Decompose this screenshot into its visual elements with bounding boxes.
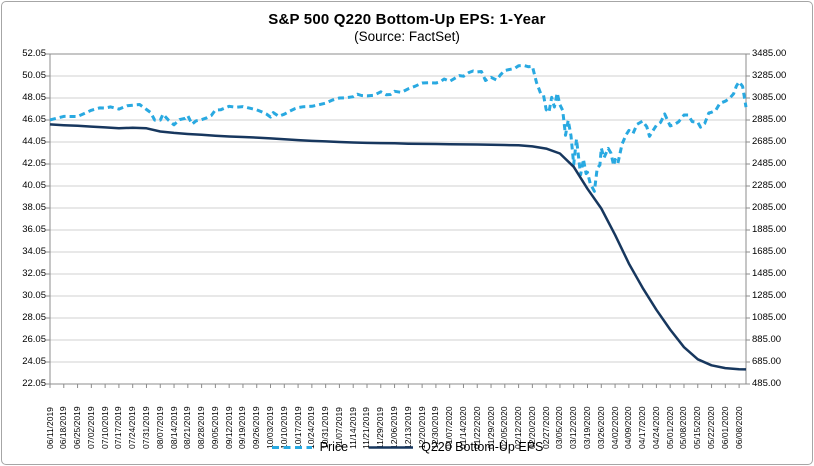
y-axis-label-left: 38.05 [22,202,46,213]
y-axis-label-left: 40.05 [22,180,46,191]
y-axis-label-left: 52.05 [22,48,46,59]
y-axis-label-right: 1685.00 [752,246,787,257]
y-axis-label-right: 685.00 [752,356,782,367]
plot-border [49,53,747,385]
y-axis-label-left: 30.05 [22,290,46,301]
eps-line [49,123,747,371]
legend-item-eps: Q220 Bottom-Up EPS [368,440,543,454]
y-axis-label-left: 50.05 [22,70,46,81]
y-axis-label-left: 26.05 [22,334,46,345]
y-axis-label-right: 3485.00 [752,48,787,59]
chart-subtitle: (Source: FactSet) [354,29,460,44]
y-axis-label-right: 3285.00 [752,70,787,81]
legend: Price Q220 Bottom-Up EPS [2,440,812,454]
y-axis-label-right: 2885.00 [752,114,787,125]
y-axis-label-right: 1085.00 [752,312,787,323]
y-axis-label-left: 42.05 [22,158,46,169]
y-axis-label-right: 2285.00 [752,180,787,191]
y-axis-label-right: 2685.00 [752,136,787,147]
y-axis-label-right: 2485.00 [752,158,787,169]
price-line-dashed-swatch-icon [271,445,312,449]
y-axis-label-right: 485.00 [752,378,782,389]
eps-line-solid-swatch-icon [369,445,414,449]
y-axis-label-right: 2085.00 [752,202,787,213]
y-axis-label-left: 48.05 [22,92,46,103]
y-axis-label-left: 46.05 [22,114,46,125]
y-axis-label-right: 885.00 [752,334,782,345]
y-axis-label-right: 1485.00 [752,268,787,279]
legend-item-price: Price [271,440,348,454]
chart-title: S&P 500 Q220 Bottom-Up EPS: 1-Year [268,11,546,28]
y-axis-label-left: 44.05 [22,136,46,147]
y-axis-label-right: 3085.00 [752,92,787,103]
y-axis-label-left: 24.05 [22,356,46,367]
y-axis-label-left: 36.05 [22,224,46,235]
y-axis-label-left: 28.05 [22,312,46,323]
legend-label-eps: Q220 Bottom-Up EPS [421,440,544,454]
legend-label-price: Price [319,440,349,454]
y-axis-label-right: 1885.00 [752,224,787,235]
y-axis-label-left: 34.05 [22,246,46,257]
price-line [49,64,748,193]
y-axis-label-right: 1285.00 [752,290,787,301]
y-axis-label-left: 32.05 [22,268,46,279]
y-axis-label-left: 22.05 [22,378,46,389]
